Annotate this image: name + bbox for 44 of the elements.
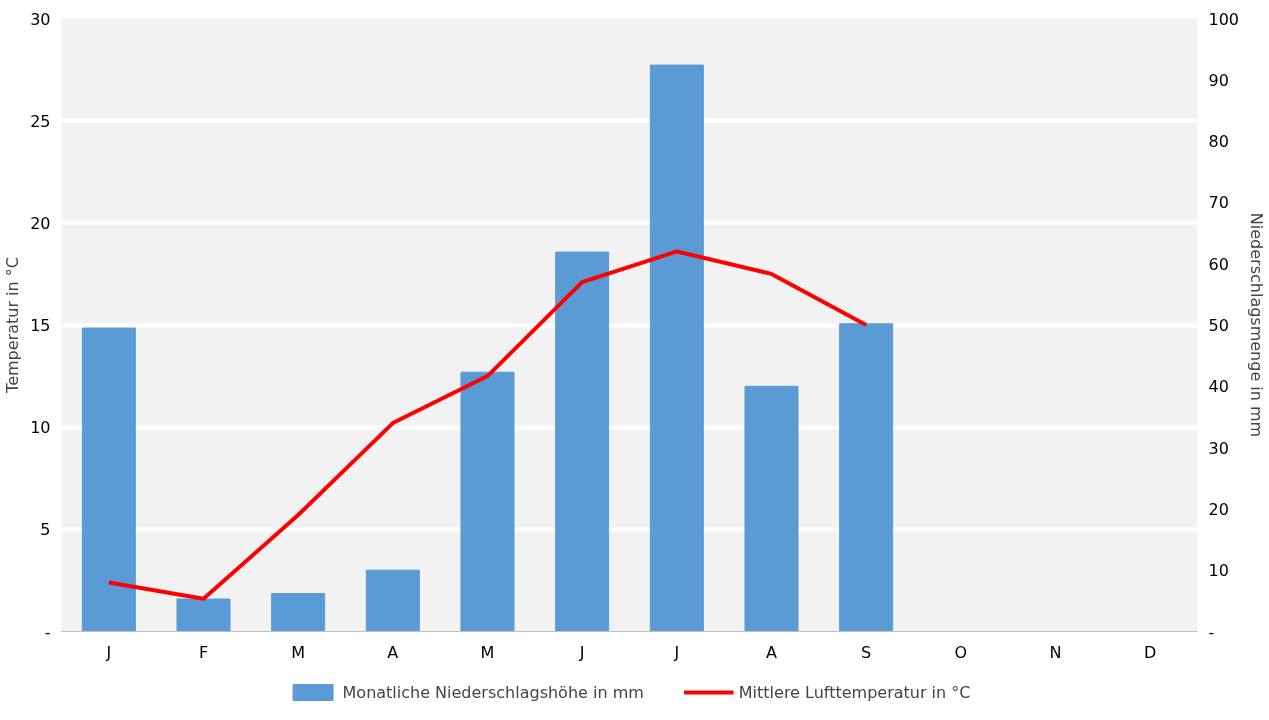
y-tick-label: 20 (30, 213, 51, 233)
y2-tick-label: 90 (1208, 70, 1229, 90)
y-tick-label: 5 (40, 520, 51, 540)
y2-tick-label: 80 (1208, 132, 1229, 152)
legend-label: Monatliche Niederschlagshöhe in mm (342, 682, 644, 702)
y2-tick-label: 60 (1208, 254, 1229, 274)
x-tick-label: N (1049, 642, 1062, 662)
x-tick-label: M (291, 642, 306, 662)
bar (271, 592, 326, 632)
y2-axis-title: Niederschlagsmenge in mm (1247, 212, 1267, 438)
y2-tick-label: 50 (1208, 316, 1229, 335)
legend-label: Mittlere Lufttemperatur in °C (738, 682, 971, 702)
y-tick-label: 15 (30, 316, 51, 335)
x-tick-label: A (766, 642, 778, 662)
y2-tick-label: - (1208, 622, 1215, 642)
y2-tick-label: 40 (1208, 377, 1229, 397)
x-tick-label: O (954, 642, 968, 662)
bar (839, 323, 894, 632)
x-tick-label: J (105, 642, 112, 662)
bar (744, 385, 799, 632)
x-tick-label: S (861, 642, 872, 662)
y2-tick-label: 10 (1208, 561, 1229, 581)
bar (649, 64, 704, 632)
line-series (106, 249, 869, 601)
bar (460, 371, 515, 632)
x-tick-label: D (1144, 642, 1157, 662)
y-axis-title: Temperatur in °C (3, 257, 23, 394)
y2-tick-label: 70 (1208, 193, 1229, 213)
x-tick-label: J (673, 642, 680, 662)
y-tick-label: 30 (30, 9, 51, 29)
y2-tick-label: 100 (1208, 9, 1240, 29)
bar (81, 327, 136, 632)
y2-tick-label: 20 (1208, 499, 1229, 519)
x-tick-label: M (480, 642, 495, 662)
y2-tick-label: 30 (1208, 438, 1229, 458)
bar (555, 251, 610, 632)
y-tick-label: 25 (30, 111, 51, 131)
x-tick-label: J (578, 642, 585, 662)
bar (176, 598, 231, 632)
y-tick-label: 10 (30, 418, 51, 438)
x-tick-label: F (198, 642, 209, 662)
y-tick-label: - (44, 622, 51, 642)
x-tick-label: A (387, 642, 399, 662)
bar (365, 569, 420, 632)
